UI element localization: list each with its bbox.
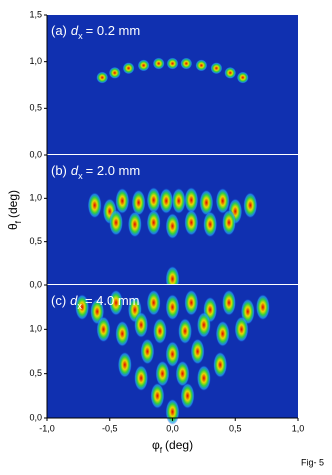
intensity-spot: [166, 57, 179, 70]
intensity-spot: [117, 351, 132, 378]
intensity-spot: [150, 382, 165, 409]
intensity-spot: [184, 209, 199, 236]
intensity-spot: [171, 187, 186, 214]
intensity-spot: [236, 71, 249, 84]
intensity-spot: [215, 187, 230, 214]
intensity-spot: [152, 318, 167, 345]
intensity-spot: [255, 294, 270, 321]
label-part: x: [78, 31, 83, 41]
intensity-spot: [115, 187, 130, 214]
label-part: = 0.2 mm: [86, 23, 141, 38]
x-tick-label: -0,5: [102, 423, 118, 433]
y-tick-label: 1,0: [29, 56, 42, 66]
intensity-spot: [190, 338, 205, 365]
label-part: f: [160, 445, 163, 455]
label-part: d: [70, 293, 78, 308]
label-part: x: [77, 301, 82, 311]
y-tick-label: 1,5: [29, 9, 42, 19]
intensity-spot: [152, 57, 165, 70]
label: φf (deg): [152, 438, 193, 455]
intensity-spot: [210, 62, 223, 75]
label-part: (c): [51, 293, 66, 308]
label: (b) dx = 2.0 mm: [51, 163, 140, 181]
intensity-spot: [203, 211, 218, 238]
intensity-spot: [109, 289, 124, 316]
intensity-spot: [137, 59, 150, 72]
intensity-spot: [243, 192, 258, 219]
intensity-spot: [146, 187, 161, 214]
intensity-spot: [131, 189, 146, 216]
label-part: θ: [6, 223, 20, 230]
intensity-spot: [134, 311, 149, 338]
intensity-spot: [199, 189, 214, 216]
intensity-spot: [180, 382, 195, 409]
intensity-spot: [159, 187, 174, 214]
intensity-spot: [184, 289, 199, 316]
label: (c) dx = 4.0 mm: [51, 293, 140, 311]
intensity-spot: [175, 360, 190, 387]
intensity-spot: [221, 289, 236, 316]
label-part: (deg): [6, 190, 20, 218]
intensity-spot: [165, 213, 180, 240]
intensity-spot: [165, 294, 180, 321]
caption: Fig- 5: [301, 457, 324, 467]
label-part: x: [78, 171, 83, 181]
intensity-spot: [108, 66, 121, 79]
intensity-spot: [75, 294, 90, 321]
label: θf (deg): [6, 190, 23, 230]
label-part: f: [13, 220, 23, 223]
intensity-spot: [146, 209, 161, 236]
intensity-spot: [87, 192, 102, 219]
plot-area: [47, 15, 298, 155]
intensity-spot: [155, 360, 170, 387]
y-tick-label: 0,5: [29, 368, 42, 378]
label-part: d: [71, 23, 79, 38]
intensity-spot: [224, 66, 237, 79]
y-tick-label: 1,0: [29, 324, 42, 334]
intensity-spot: [165, 341, 180, 368]
intensity-spot: [180, 57, 193, 70]
label-part: = 4.0 mm: [85, 293, 140, 308]
intensity-spot: [115, 320, 130, 347]
label-part: = 2.0 mm: [86, 163, 141, 178]
y-tick-label: 0,5: [29, 236, 42, 246]
intensity-spot: [195, 59, 208, 72]
label-part: d: [71, 163, 79, 178]
intensity-spot: [96, 71, 109, 84]
intensity-spot: [221, 209, 236, 236]
y-tick-label: 1,0: [29, 193, 42, 203]
intensity-spot: [134, 365, 149, 392]
x-tick-label: 0,0: [166, 423, 179, 433]
intensity-spot: [215, 320, 230, 347]
intensity-spot: [96, 316, 111, 343]
y-tick-label: 0,0: [29, 412, 42, 422]
intensity-spot: [234, 316, 249, 343]
label-part: φ: [152, 438, 160, 452]
intensity-spot: [140, 338, 155, 365]
y-tick-label: 0,0: [29, 149, 42, 159]
y-tick-label: 0,5: [29, 103, 42, 113]
x-tick-label: 1,0: [292, 423, 305, 433]
y-tick-label: 0,0: [29, 279, 42, 289]
label-part: (deg): [165, 438, 193, 452]
intensity-spot: [178, 318, 193, 345]
label-part: (b): [51, 163, 67, 178]
intensity-spot: [213, 351, 228, 378]
intensity-spot: [196, 311, 211, 338]
intensity-spot: [196, 365, 211, 392]
intensity-spot: [146, 289, 161, 316]
label-part: (a): [51, 23, 67, 38]
label: (a) dx = 0.2 mm: [51, 23, 140, 41]
x-tick-label: 0,5: [229, 423, 242, 433]
x-tick-label: -1,0: [39, 423, 55, 433]
intensity-spot: [127, 211, 142, 238]
intensity-spot: [109, 209, 124, 236]
intensity-spot: [184, 187, 199, 214]
intensity-spot: [122, 62, 135, 75]
